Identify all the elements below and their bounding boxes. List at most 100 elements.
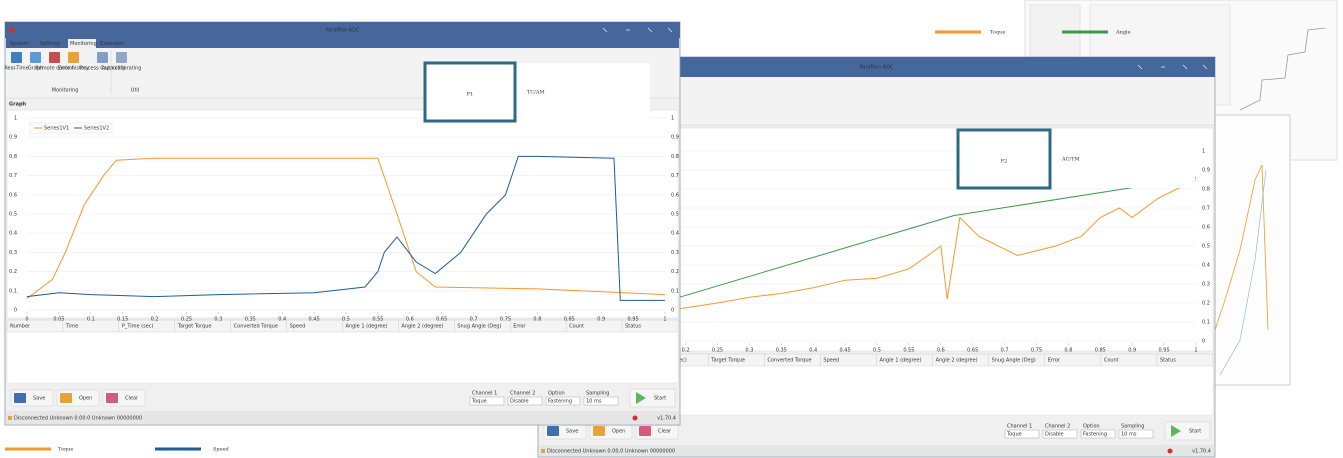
y-tick-label: 0.6 (1202, 225, 1210, 231)
legend-label: Speed (213, 447, 230, 453)
column-header: Angle 1 (degree) (880, 358, 922, 364)
start-button[interactable] (1164, 421, 1211, 441)
x-tick-label: 0.95 (628, 317, 639, 323)
x-tick-label: 0.9 (1128, 348, 1136, 354)
dropdown[interactable] (1118, 429, 1154, 439)
chart-legend (29, 122, 113, 134)
ribbon-label: Graph (28, 66, 43, 72)
column-header: Snug Angle (Deg) (457, 324, 501, 330)
column-header: P_Time (sec) (122, 324, 154, 330)
x-tick-label: 0.45 (309, 317, 320, 323)
y-tick-label: 1 (671, 116, 674, 122)
dropdown[interactable] (545, 396, 581, 406)
legend-label: Toque (58, 447, 73, 453)
button-icon (593, 426, 605, 436)
status-text: Disconnected Unknown 0.00.0 Unknown 0000… (14, 416, 142, 422)
ribbon-group: Util (131, 88, 139, 94)
version: v1.70.4 (1192, 449, 1211, 455)
dropdown[interactable] (583, 396, 619, 406)
x-tick-label: 0.5 (873, 348, 881, 354)
column-header: Speed (290, 324, 306, 330)
status-bar (6, 411, 679, 424)
y-tick-label: 0.7 (671, 173, 679, 179)
column-header: Speed (823, 358, 839, 364)
column-header: Target Torque (177, 324, 212, 330)
x-tick-label: 0.8 (533, 317, 541, 323)
legend-label: Series1V2 (84, 126, 109, 132)
x-tick-label: 0.05 (53, 317, 64, 323)
title-bar (538, 57, 1215, 77)
window-control-glyph (1137, 64, 1143, 70)
column-header: Error (1048, 358, 1061, 364)
status-icon (541, 449, 545, 453)
y-tick-label: 0.4 (1202, 263, 1210, 269)
status-light (1167, 448, 1173, 454)
dropdown[interactable] (507, 396, 543, 406)
dropdown[interactable] (469, 396, 505, 406)
x-tick-label: 0.4 (278, 317, 286, 323)
button-icon (60, 393, 72, 403)
y-tick-label: 0.8 (9, 154, 17, 160)
x-tick-label: 0.4 (809, 348, 817, 354)
button-label: Clear (658, 429, 672, 435)
panel-tab: Graph (9, 102, 27, 108)
window-control-glyph (1202, 64, 1208, 70)
button-label: Open (612, 429, 625, 435)
x-tick-label: 1 (1194, 348, 1197, 354)
tab: Extension (100, 41, 125, 47)
dropdown[interactable] (1080, 429, 1116, 439)
tab-row (6, 38, 679, 48)
control-label: Sampling (586, 391, 609, 397)
start-icon (636, 392, 646, 404)
callout-tag: P2 (1001, 159, 1008, 165)
button-icon (639, 426, 651, 436)
ribbon-label: Error history (58, 66, 89, 72)
legend-label: Toque (990, 30, 1005, 36)
legend-label: Series1V1 (44, 126, 69, 132)
y-tick-label: 0.7 (9, 173, 17, 179)
x-tick-label: 0.85 (564, 317, 575, 323)
ribbon-label: Remote control (35, 66, 73, 72)
callout-box (423, 61, 517, 123)
column-header: Time (65, 324, 78, 330)
y-tick-label: 1 (1202, 149, 1205, 155)
button-icon (106, 393, 118, 403)
tab: Settings (40, 41, 61, 47)
control-label: Option (1083, 424, 1100, 430)
y-tick-label: 0.2 (671, 269, 679, 275)
x-tick-label: 0.2 (682, 348, 690, 354)
y-tick-label: 0.9 (671, 135, 679, 141)
dropdown[interactable] (1042, 429, 1078, 439)
start-button[interactable] (629, 388, 676, 408)
x-tick-label: 0.3 (214, 317, 222, 323)
y-tick-label: 0.2 (1202, 301, 1210, 307)
button-label: Save (33, 396, 45, 402)
dropdown[interactable] (1004, 429, 1040, 439)
y-tick-label: 0.3 (9, 250, 17, 256)
x-tick-label: 0.25 (712, 348, 723, 354)
y-tick-label: 0.8 (1202, 187, 1210, 193)
x-tick-label: 0.35 (776, 348, 787, 354)
window-control-glyph (1182, 64, 1188, 70)
x-tick-label: 0.9 (597, 317, 605, 323)
x-tick-label: 0.55 (903, 348, 914, 354)
dropdown-value: Fastening (1083, 432, 1107, 438)
x-tick-label: 0.3 (745, 348, 753, 354)
y-tick-label: 1 (14, 116, 17, 122)
ribbon-icon (97, 52, 108, 63)
y-tick-label: 0 (671, 308, 674, 314)
ribbon-icon (49, 52, 60, 63)
control-label: Channel 1 (1007, 424, 1032, 430)
x-tick-label: 0.85 (1095, 348, 1106, 354)
y-tick-label: 0.5 (671, 212, 679, 218)
ribbon-label: Auto calibrating (102, 66, 142, 72)
ribbon-icon (30, 52, 41, 63)
callout-text: AC/TM (1061, 157, 1080, 163)
tab-active[interactable] (68, 39, 96, 48)
x-tick-label: 0.95 (1159, 348, 1170, 354)
start-label: Start (1189, 429, 1201, 435)
tab: Monitoring (70, 41, 97, 47)
y-tick-label: 0.1 (671, 288, 679, 294)
control-label: Option (548, 391, 565, 397)
annotations: P1 TC/AM P2 AC/TM Toque Speed Toque Angle (5, 30, 1195, 453)
